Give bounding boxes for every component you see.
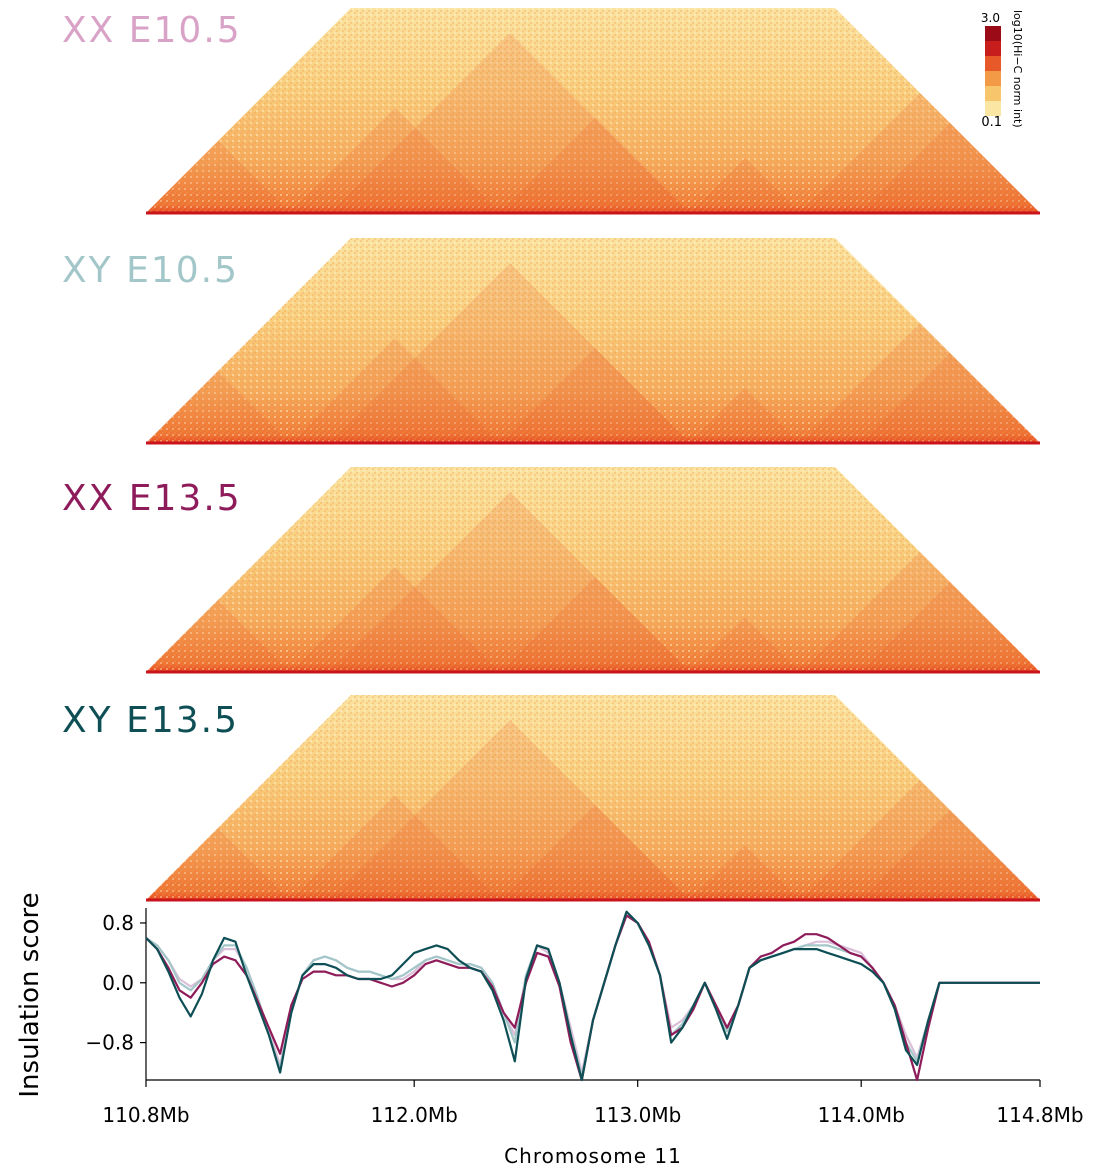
y-tick-label: 0.8: [102, 911, 134, 935]
tad-domain: [146, 371, 290, 443]
colorbar-swatch: [985, 101, 1001, 116]
colorbar-swatch: [985, 41, 1001, 56]
panel-label-xx-e13-5: XX E13.5: [62, 478, 242, 519]
tad-domain: [500, 118, 690, 213]
x-tick-label: 114.8Mb: [996, 1103, 1083, 1127]
panel-label-xy-e10-5: XY E10.5: [62, 250, 239, 291]
tad-domain: [800, 552, 1040, 672]
hic-heatmap-texture: [146, 695, 1040, 900]
x-tick-label: 110.8Mb: [102, 1103, 189, 1127]
hic-heatmaps: [146, 8, 1040, 902]
tad-domain: [800, 323, 1040, 443]
tad-domain: [690, 158, 800, 213]
tad-domain: [860, 353, 1040, 443]
insulation-series-line: [145, 914, 1040, 1082]
tad-domain: [146, 141, 290, 213]
x-tick-label: 112.0Mb: [371, 1103, 458, 1127]
insulation-series-line: [145, 910, 1040, 1082]
hic-heatmap-panel: [146, 8, 1040, 215]
tad-domain: [800, 93, 1040, 213]
tad-domain: [290, 338, 500, 443]
tad-domain: [690, 617, 800, 672]
panel-label-xy-e13-5: XY E13.5: [62, 700, 239, 741]
y-tick-label: −0.8: [85, 1031, 134, 1055]
colorbar-min-label: −0.1: [980, 115, 1002, 130]
tad-domain: [800, 780, 1040, 900]
hic-heatmap-texture: [146, 467, 1040, 672]
tad-domain: [860, 810, 1040, 900]
x-tick-label: 114.0Mb: [818, 1103, 905, 1127]
panel-label-xx-e10-5: XX E10.5: [62, 10, 242, 51]
tad-domain: [290, 108, 500, 213]
colorbar: 3.0 −0.1 log10(Hi−C norm int): [980, 10, 1024, 130]
colorbar-swatch: [985, 56, 1001, 71]
tad-domain: [500, 805, 690, 900]
tad-domain: [690, 845, 800, 900]
colorbar-swatch: [985, 86, 1001, 101]
hic-heatmap-panel: [146, 695, 1040, 902]
tad-domain: [146, 600, 290, 672]
tad-domain: [330, 720, 690, 900]
tad-domain: [330, 263, 690, 443]
tad-domain: [290, 567, 500, 672]
hic-heatmap-panel: [146, 238, 1040, 445]
hic-heatmap-panel: [146, 467, 1040, 674]
y-axis-title: Insulation score: [15, 892, 45, 1097]
colorbar-title: log10(Hi−C norm int): [1011, 10, 1024, 128]
tad-domain: [690, 388, 800, 443]
tad-domain: [860, 123, 1040, 213]
tad-domain: [330, 492, 690, 672]
hic-heatmap-texture: [146, 8, 1040, 213]
colorbar-swatch: [985, 71, 1001, 86]
tad-domain: [500, 348, 690, 443]
hic-heatmap-texture: [146, 238, 1040, 443]
tad-domain: [500, 577, 690, 672]
tad-domain: [146, 828, 290, 900]
tad-domain: [290, 795, 500, 900]
x-axis-title: Chromosome 11: [504, 1144, 682, 1168]
colorbar-max-label: 3.0: [981, 11, 1000, 25]
y-tick-label: 0.0: [102, 971, 134, 995]
tad-domain: [860, 582, 1040, 672]
colorbar-swatch: [985, 26, 1001, 41]
tad-domain: [330, 33, 690, 213]
x-tick-label: 113.0Mb: [594, 1103, 681, 1127]
